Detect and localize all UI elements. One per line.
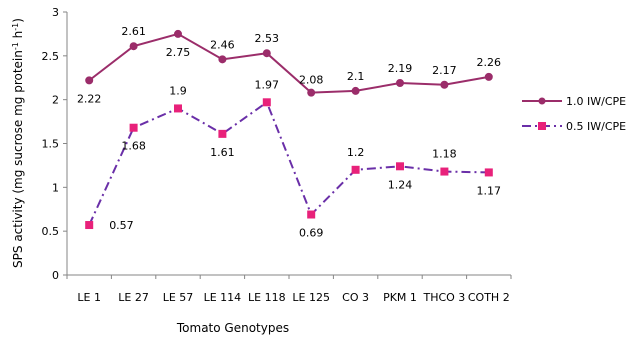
data-point (174, 29, 182, 38)
legend: 1.0 IW/CPE 0.5 IW/CPE (522, 95, 626, 133)
y-axis-title-sup2: -1 (11, 23, 20, 31)
data-label: 2.61 (121, 25, 146, 38)
data-label: 0.69 (299, 227, 324, 240)
y-tick-label: 1.5 (42, 138, 60, 151)
data-point (351, 86, 360, 95)
data-point (307, 210, 316, 219)
data-label: 2.53 (255, 32, 280, 45)
y-tick-label: 2 (52, 94, 59, 107)
y-tick-label: 0 (52, 269, 59, 282)
data-label: 1.9 (169, 84, 187, 97)
series-line-1 (88, 32, 489, 94)
data-label: 2.17 (432, 64, 457, 77)
x-tick-label: CO 3 (342, 291, 369, 304)
data-label: 2.75 (166, 46, 191, 59)
data-point (85, 76, 94, 85)
data-point (174, 104, 182, 113)
data-point (129, 123, 138, 132)
x-tick-label: LE 118 (248, 291, 286, 304)
data-point (307, 88, 316, 97)
x-axis-title: Tomato Genotypes (176, 321, 289, 335)
data-point (440, 80, 449, 89)
data-label: 2.46 (210, 38, 235, 51)
data-label: 1.24 (388, 178, 413, 191)
y-tick-label: 2.5 (42, 50, 60, 63)
legend-label: 1.0 IW/CPE (566, 95, 626, 108)
data-point (218, 129, 227, 138)
data-point (396, 79, 404, 88)
data-label: 1.2 (347, 146, 365, 159)
legend-marker (538, 97, 546, 105)
series-layer (85, 29, 493, 230)
x-tick-label: LE 57 (163, 291, 194, 304)
y-axis-title-sup1: -1 (11, 42, 20, 50)
y-axis: 0 0.5 1 1.5 2 2.5 3 (42, 6, 68, 282)
data-point (85, 221, 94, 230)
data-point (262, 49, 271, 58)
data-point (129, 42, 138, 51)
legend-label: 0.5 IW/CPE (566, 120, 626, 133)
data-label: 1.68 (121, 140, 146, 153)
x-tick-label: PKM 1 (383, 291, 417, 304)
legend-marker (538, 122, 546, 130)
data-label: 0.57 (109, 219, 134, 232)
x-tick-label: LE 27 (118, 291, 149, 304)
y-axis-title-end: ) (11, 18, 25, 23)
data-label: 1.18 (432, 148, 457, 161)
y-tick-label: 3 (52, 6, 59, 19)
data-label: 2.26 (477, 56, 502, 69)
data-label: 1.17 (477, 184, 502, 197)
data-point (396, 162, 404, 171)
data-label: 2.1 (347, 70, 365, 83)
data-label: 2.19 (388, 62, 413, 75)
y-axis-title: SPS activity (mg sucrose mg protein-1 h-… (11, 18, 26, 268)
y-axis-title-mid: h (11, 31, 25, 42)
data-point (262, 98, 271, 107)
data-point (484, 168, 493, 177)
y-tick-label: 0.5 (42, 225, 60, 238)
data-label: 2.22 (77, 92, 102, 105)
x-tick-label: LE 1 (77, 291, 101, 304)
x-tick-label: THCO 3 (422, 291, 465, 304)
x-tick-label: COTH 2 (468, 291, 510, 304)
x-axis: LE 1 LE 27 LE 57 LE 114 LE 118 LE 125 CO 3 PKM … (66, 274, 512, 304)
data-label: 1.97 (255, 78, 280, 91)
y-axis-title-main: SPS activity (mg sucrose mg protein (11, 50, 25, 268)
series-line-2 (88, 100, 489, 226)
data-point (440, 167, 449, 176)
x-tick-label: LE 114 (204, 291, 242, 304)
data-label: 1.61 (210, 146, 235, 159)
data-point (484, 72, 493, 81)
y-tick-label: 1 (52, 181, 59, 194)
data-point (218, 55, 227, 64)
x-tick-label: LE 125 (292, 291, 330, 304)
data-labels: 2.22 2.61 2.75 2.46 2.53 2.08 2.1 2.19 2.17 2.26 0… (77, 25, 501, 239)
data-point (351, 165, 360, 174)
data-label: 2.08 (299, 74, 324, 87)
